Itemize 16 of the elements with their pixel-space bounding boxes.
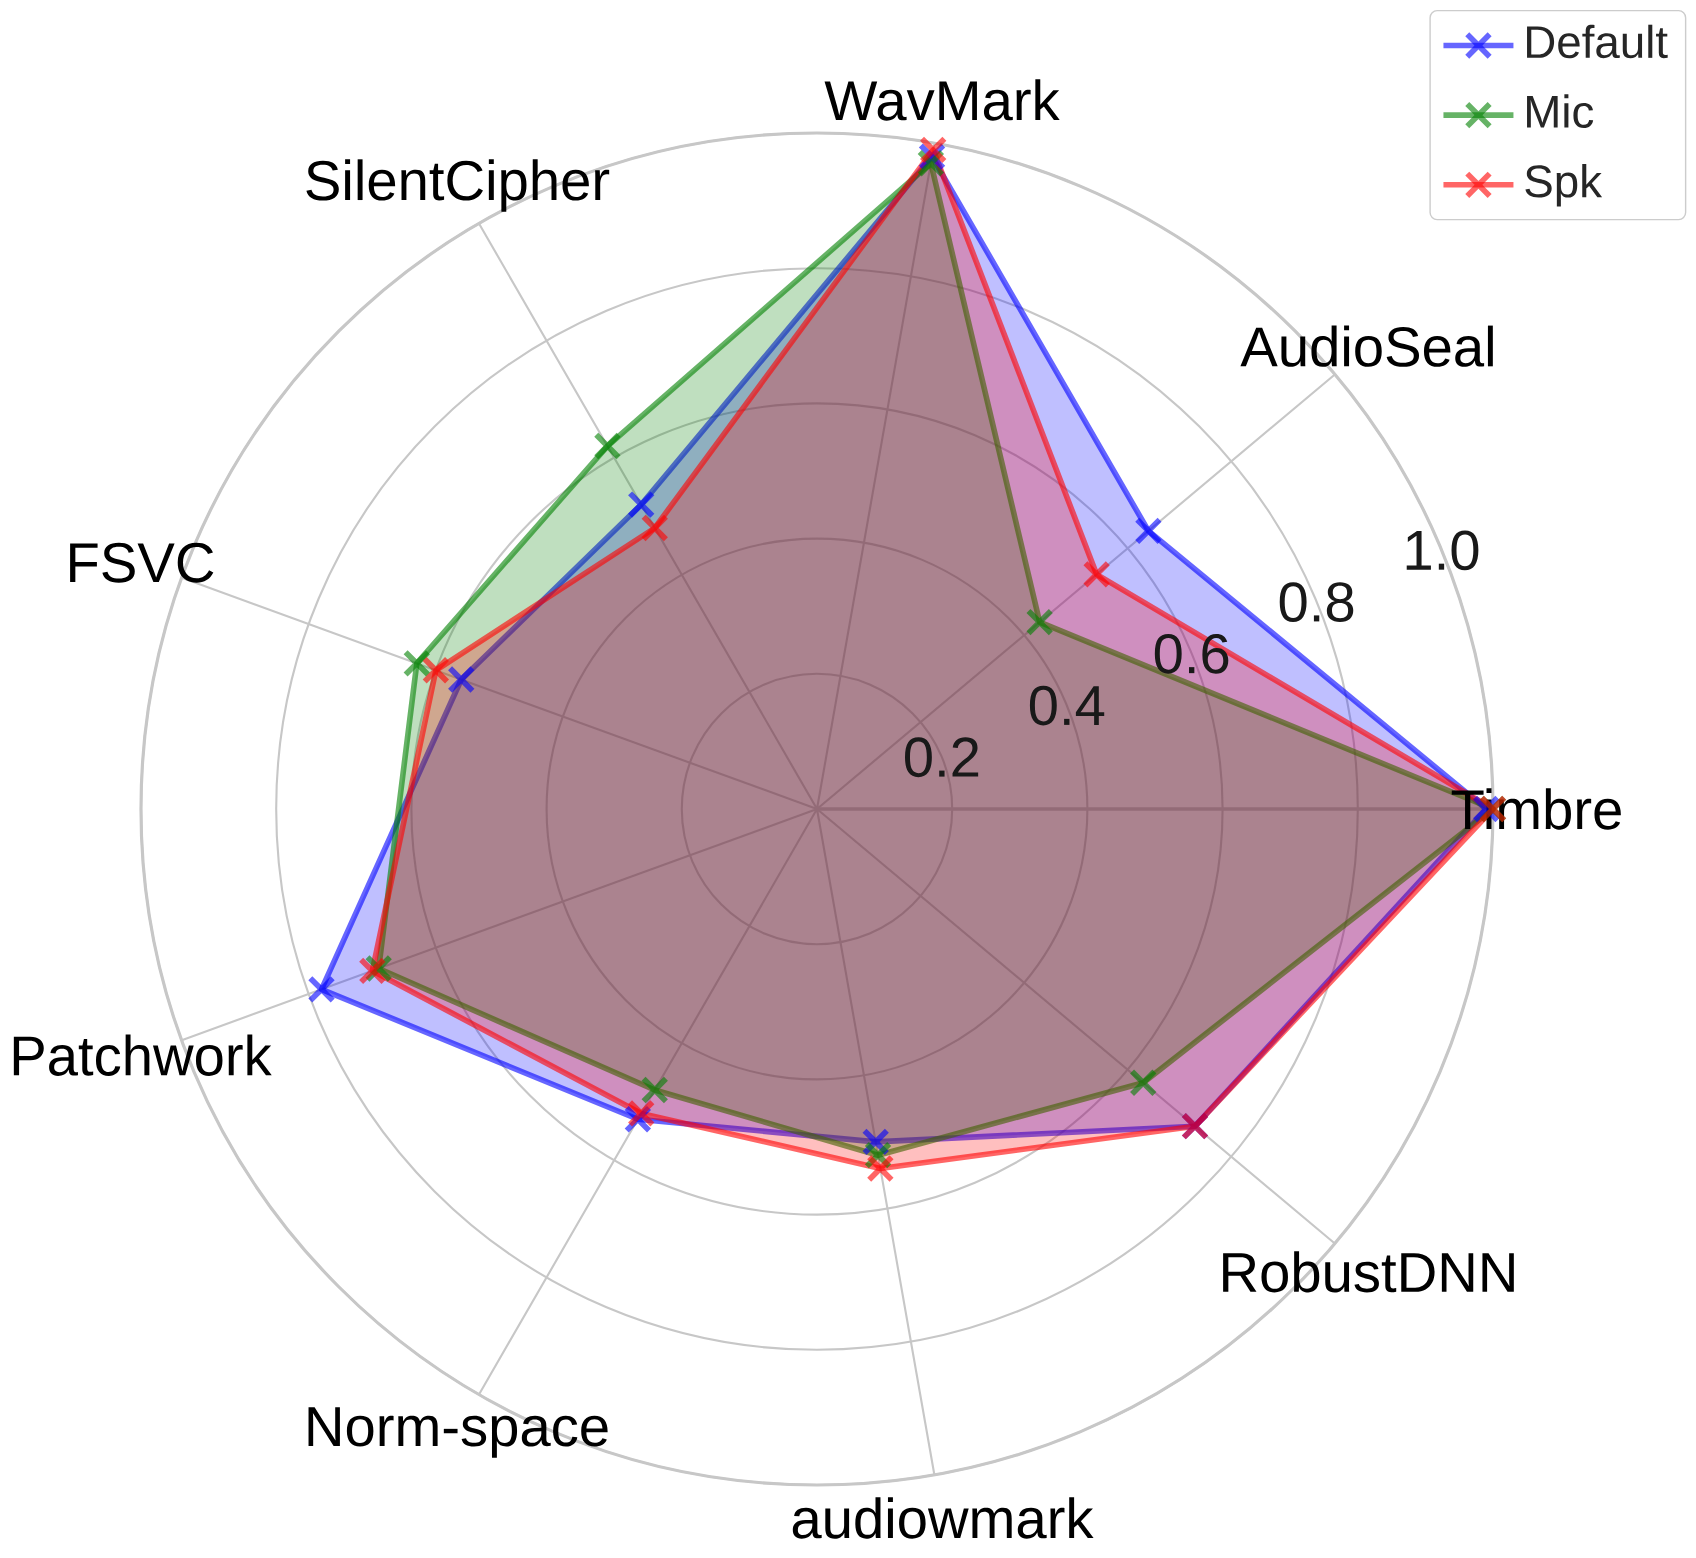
legend-label: Spk [1525,164,1603,207]
spoke-label: AudioSeal [1240,325,1493,367]
spoke-label: WavMark [824,79,1060,121]
y-tick-label: 0.6 [1154,633,1229,674]
legend-label: Mic [1527,94,1594,128]
spoke-label: audiowmark [792,1497,1094,1539]
y-tick-label: 1.0 [1406,530,1479,571]
y-tick-label: 0.4 [1029,685,1105,726]
y-tick-label: 0.2 [905,737,979,778]
spoke-label: FSVC [70,542,214,583]
spoke-label: Norm-space [308,1407,608,1458]
y-tick-label: 0.8 [1279,582,1354,622]
spoke-label: SilentCipher [306,159,610,212]
legend-label: Default [1527,24,1668,59]
spoke-label: Patchwork [13,1034,272,1076]
spoke-label: RobustDNN [1223,1251,1514,1293]
